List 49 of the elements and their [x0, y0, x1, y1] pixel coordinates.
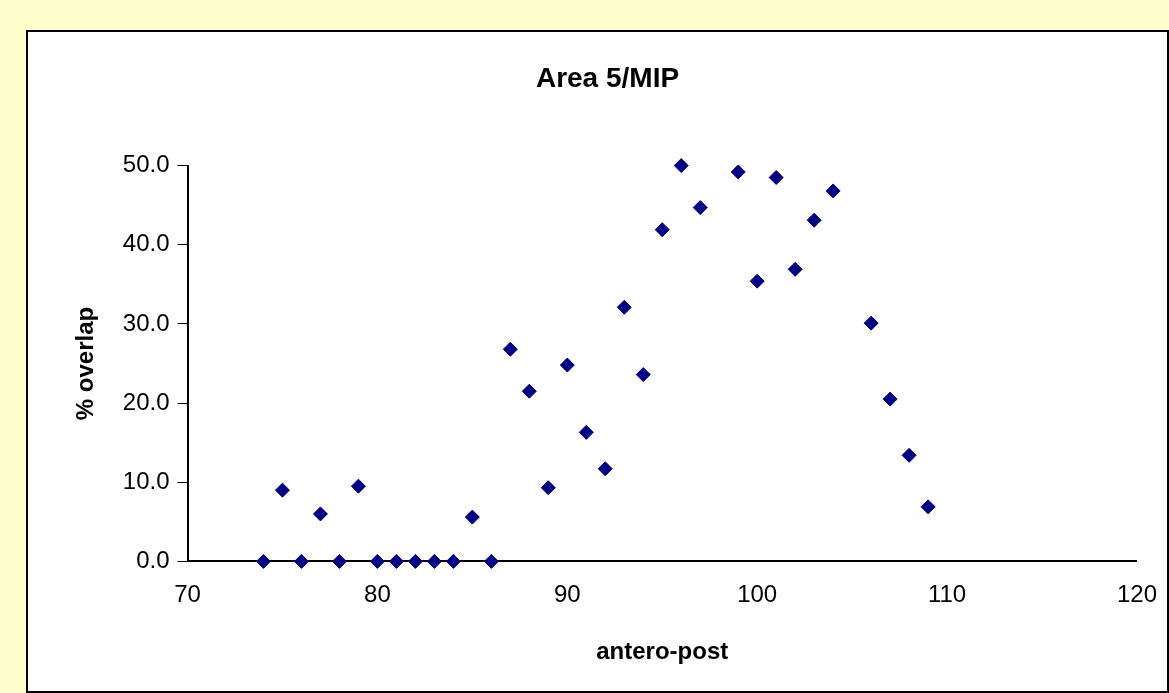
x-tick-label: 90 [553, 580, 581, 608]
point [540, 480, 556, 496]
point [274, 482, 290, 498]
point [920, 499, 936, 515]
y-tick-label: 10.0 [122, 466, 170, 494]
x-tick-label: 120 [1116, 580, 1157, 608]
point [825, 183, 841, 199]
point [502, 341, 518, 357]
y-tick-label: 30.0 [122, 308, 170, 336]
point [806, 212, 822, 228]
point [331, 553, 347, 569]
point [635, 367, 651, 383]
point [483, 553, 499, 569]
point [730, 164, 746, 180]
chart-title: Area 5/MIP [535, 61, 680, 93]
point [559, 357, 575, 373]
point [749, 273, 765, 289]
x-tick-label: 100 [737, 580, 778, 608]
point [445, 553, 461, 569]
point [901, 447, 917, 463]
x-tick-label: 110 [927, 580, 967, 608]
point [426, 553, 442, 569]
point [578, 424, 594, 440]
point [293, 553, 309, 569]
x-axis-title: antero-post [596, 637, 729, 665]
y-tick-label: 20.0 [122, 387, 170, 415]
point [369, 553, 385, 569]
point [768, 169, 784, 185]
y-tick-label: 50.0 [122, 150, 170, 178]
point [863, 315, 879, 331]
point [255, 553, 271, 569]
x-tick-label: 80 [364, 580, 391, 608]
point [521, 383, 537, 399]
point [350, 478, 366, 494]
point [673, 158, 689, 174]
point [407, 553, 423, 569]
point [464, 509, 480, 525]
point [312, 506, 328, 522]
x-tick-label: 70 [174, 580, 201, 608]
y-tick-label: 40.0 [122, 229, 170, 257]
point [388, 553, 404, 569]
point [692, 200, 708, 216]
point [597, 461, 613, 477]
point [654, 222, 670, 238]
point [616, 299, 632, 315]
y-axis-title: % overlap [71, 306, 99, 421]
point [787, 261, 803, 277]
y-tick-label: 0.0 [136, 546, 170, 574]
point [882, 391, 898, 407]
